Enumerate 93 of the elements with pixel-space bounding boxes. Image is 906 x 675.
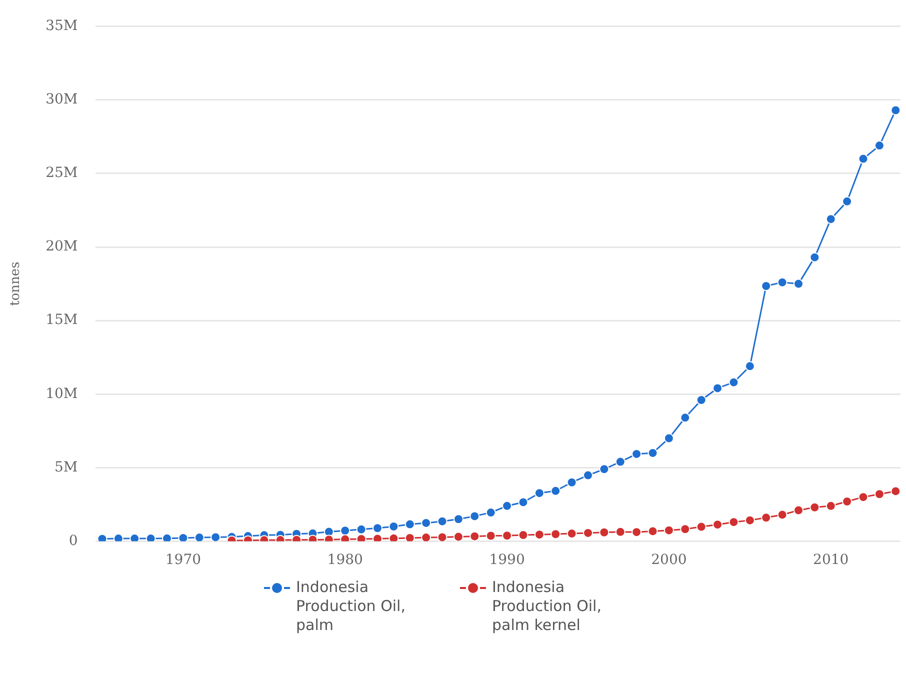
point [777,277,788,288]
point [388,521,399,532]
point [777,510,788,520]
point [178,532,188,542]
point [842,496,852,506]
point [582,528,593,538]
point [486,530,496,541]
point [664,525,674,536]
point [858,492,868,502]
point [890,486,900,496]
point [486,508,496,518]
point [534,530,544,540]
point [146,534,156,542]
point [744,361,755,372]
y-tick-label: 20M [46,238,78,255]
point [664,433,674,444]
point [890,105,900,116]
y-tick-label: 10M [46,386,78,402]
point [372,523,382,534]
point [761,281,772,292]
point [550,486,561,496]
x-tick-label: 1990 [489,552,525,568]
point [453,514,464,524]
point [437,532,448,542]
y-axis-title: tonnes [8,262,24,306]
point [356,524,366,534]
point [210,532,221,542]
point [826,214,836,224]
point [372,534,382,542]
point [761,512,772,523]
point [388,533,399,542]
point [874,489,884,500]
y-tick-label: 35M [46,18,78,34]
point [470,531,480,542]
point [826,500,836,511]
x-tick-label: 2000 [651,552,687,568]
point [421,518,432,528]
point [696,395,706,405]
point [130,534,140,542]
point [566,528,577,539]
point [810,252,820,262]
point [744,515,755,526]
point [437,516,448,526]
point [162,533,172,542]
point [810,502,820,512]
point [793,278,804,289]
point [453,532,464,542]
point [113,534,124,542]
point [728,517,739,528]
point [712,520,723,530]
point [518,497,528,508]
point [648,526,658,536]
point [404,519,415,530]
point [356,534,366,542]
point [632,448,642,459]
point [680,524,690,534]
legend-label: Indonesia Production Oil, palm kernel [492,578,602,635]
y-tick-label: 0 [68,532,78,549]
point [194,532,204,542]
point [599,527,610,538]
point [582,470,593,480]
point [874,140,884,151]
point [793,505,804,516]
point [680,412,690,423]
point [858,154,868,164]
y-tick-label: 15M [46,312,78,328]
point [728,377,739,388]
point [632,527,642,538]
point [534,488,544,498]
point [566,477,577,488]
point [550,529,561,540]
point [97,534,108,542]
point [518,530,528,540]
point [615,526,626,537]
y-tick-label: 30M [46,92,78,108]
point [648,448,658,458]
y-tick-label: 5M [54,459,78,476]
point [615,456,626,467]
point [421,532,432,542]
point [842,196,852,206]
x-tick-label: 2010 [813,552,849,568]
point [470,511,480,522]
point [599,464,610,474]
y-tick-label: 25M [46,165,78,182]
point [712,383,723,394]
legend-label: Indonesia Production Oil, palm [296,578,406,635]
point [696,522,706,532]
point [340,526,350,536]
point [502,500,512,511]
point [502,530,512,541]
point [404,532,415,542]
x-tick-label: 1970 [165,552,202,568]
x-tick-label: 1980 [327,552,363,568]
